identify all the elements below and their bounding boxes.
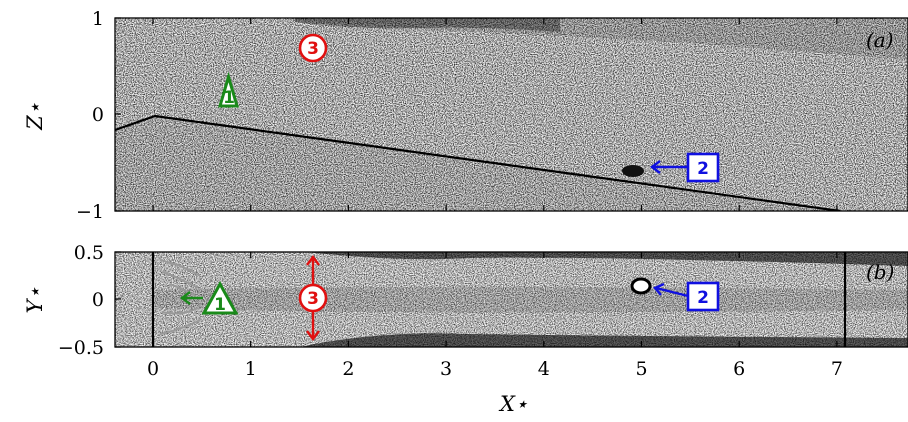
panel-a-label: (a) (866, 28, 894, 52)
arrowhead-down-icon (306, 330, 320, 341)
xtick-label: 0 (147, 358, 159, 380)
xtick-label: 5 (635, 358, 647, 380)
xtick-label: 7 (831, 358, 843, 380)
particle-noise (115, 18, 908, 211)
xtick-label: 1 (245, 358, 257, 380)
xtick-label: 4 (538, 358, 550, 380)
panel-a-marker-2-text: 2 (697, 159, 709, 179)
panel-a-marker-3-text: 3 (307, 39, 319, 59)
panel-a-marker-1: 1 (217, 71, 240, 108)
xtick-label: 2 (342, 358, 354, 380)
panel-b-marker-3: 3 (298, 255, 328, 341)
xtick-label: 3 (440, 358, 452, 380)
panel-b-marker-2-text: 2 (697, 288, 709, 308)
nozzle-structure (159, 259, 201, 335)
square-marker-icon (686, 281, 720, 312)
arrowhead-icon (650, 160, 661, 174)
particle-noise-b (115, 252, 908, 347)
panel-b-marker-2: 2 (653, 281, 720, 312)
panel-a-ytick-label: 1 (92, 8, 104, 30)
panel-a: 1 0 −1 Z⋆ (a) 1 2 3 (23, 8, 908, 223)
wedge-line (115, 114, 841, 211)
panel-b-ytick-label: 0 (92, 289, 104, 311)
panel-a-marker-2: 2 (650, 152, 720, 183)
panel-b-ylabel: Y⋆ (23, 286, 47, 313)
arrowhead-icon (653, 282, 665, 296)
arrowhead-icon (180, 291, 191, 305)
triangle-marker-icon (201, 280, 239, 315)
panel-b-ytick-label: 0.5 (74, 242, 104, 264)
arrow-left-icon (655, 286, 689, 298)
x-axis-label: X⋆ (498, 392, 528, 416)
xtick-label: 6 (733, 358, 745, 380)
panel-a-xtick-marks (152, 18, 838, 211)
panel-a-ytick-label: −1 (76, 201, 104, 223)
panel-a-marker-3: 3 (298, 33, 328, 63)
panel-b-marker-3-text: 3 (307, 289, 319, 309)
circle-marker-icon (298, 283, 328, 313)
panel-b-ytick-label: −0.5 (58, 337, 104, 359)
triangle-marker-icon (217, 71, 240, 108)
panel-a-ylabel: Z⋆ (23, 102, 47, 131)
bubble-a (622, 165, 644, 177)
panel-b-label: (b) (866, 260, 894, 284)
panel-a-marker-1-text: 1 (223, 88, 235, 108)
panel-a-ytick-label: 0 (92, 104, 104, 126)
arrowhead-up-icon (306, 255, 320, 266)
x-tick-labels: 0 1 2 3 4 5 6 7 (147, 358, 843, 380)
panel-b-marker-1: 1 (180, 280, 239, 315)
panel-b-marker-1-text: 1 (214, 295, 226, 315)
square-marker-icon (686, 152, 720, 183)
bubble-b (630, 277, 652, 295)
circle-marker-icon (298, 33, 328, 63)
panel-b: 0.5 0 −0.5 Y⋆ (b) 1 2 3 (23, 242, 908, 359)
panel-b-xtick-marks (152, 252, 838, 347)
